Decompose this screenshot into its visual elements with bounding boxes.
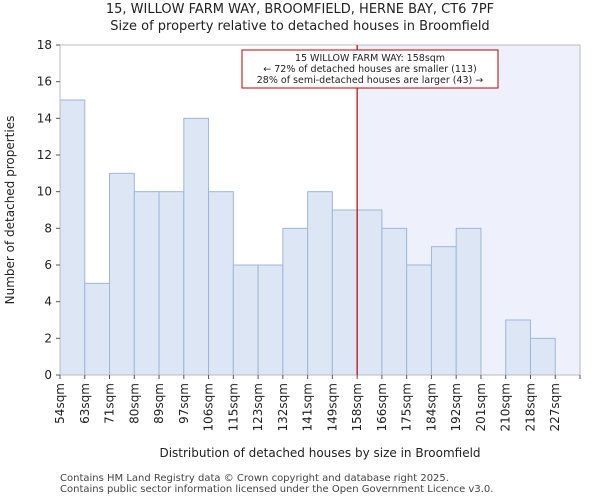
x-tick-label: 132sqm bbox=[276, 383, 290, 431]
bar-chart: 0 2 4 6 8 10 12 14 16 18 54sqm 63sqm 71sqm 80sqm 89sq… bbox=[3, 38, 581, 460]
chart-title-line1: 15, WILLOW FARM WAY, BROOMFIELD, HERNE B… bbox=[105, 2, 495, 17]
annotation-box: 15 WILLOW FARM WAY: 158sqm ← 72% of deta… bbox=[241, 49, 499, 89]
footer-line1: Contains HM Land Registry data © Crown c… bbox=[60, 473, 449, 484]
chart-title-line2: Size of property relative to detached ho… bbox=[110, 19, 490, 34]
y-tick-label: 10 bbox=[37, 185, 52, 199]
x-tick-label: 115sqm bbox=[226, 383, 240, 431]
footer-line2: Contains public sector information licen… bbox=[60, 484, 494, 495]
annotation-line2: ← 72% of detached houses are smaller (11… bbox=[263, 64, 476, 75]
bar-71sqm bbox=[109, 172, 135, 376]
bar-80sqm bbox=[133, 191, 160, 376]
annotation-line3: 28% of semi-detached houses are larger (… bbox=[257, 75, 484, 86]
bar-106sqm bbox=[208, 191, 234, 376]
x-tick-label: 54sqm bbox=[53, 383, 67, 424]
y-tick-label: 16 bbox=[37, 75, 52, 89]
x-tick-label: 218sqm bbox=[523, 383, 537, 431]
bar-158sqm bbox=[356, 209, 383, 376]
x-tick-label: 149sqm bbox=[325, 383, 339, 431]
bar-97sqm bbox=[183, 117, 210, 376]
x-tick-label: 227sqm bbox=[548, 383, 562, 431]
y-axis-label: Number of detached properties bbox=[3, 116, 17, 305]
x-tick-label: 201sqm bbox=[474, 383, 488, 431]
bar-210sqm bbox=[505, 319, 531, 376]
x-tick-label: 89sqm bbox=[152, 383, 166, 424]
x-tick-label: 166sqm bbox=[375, 383, 389, 431]
x-tick-label: 106sqm bbox=[202, 383, 216, 431]
bar-132sqm bbox=[282, 227, 309, 376]
bar-54sqm bbox=[59, 99, 86, 376]
x-tick-label: 184sqm bbox=[424, 383, 438, 431]
y-tick-label: 18 bbox=[37, 38, 52, 52]
x-tick-label: 141sqm bbox=[301, 383, 315, 431]
annotation-box-frame bbox=[241, 49, 499, 89]
bar-63sqm bbox=[84, 282, 111, 376]
x-tick-label: 63sqm bbox=[78, 383, 92, 424]
x-tick-label: 97sqm bbox=[177, 383, 191, 424]
y-tick-label: 2 bbox=[44, 331, 52, 345]
bar-149sqm bbox=[331, 209, 358, 376]
plot-frame bbox=[59, 44, 581, 376]
x-tick-label: 175sqm bbox=[400, 383, 414, 431]
x-tick-label: 192sqm bbox=[449, 383, 463, 431]
y-tick-label: 4 bbox=[44, 295, 52, 309]
x-tick-label: 210sqm bbox=[499, 383, 513, 431]
annotation-line1: 15 WILLOW FARM WAY: 158sqm bbox=[295, 53, 445, 64]
bar-141sqm bbox=[307, 191, 333, 376]
bar-115sqm bbox=[232, 264, 259, 376]
bar-123sqm bbox=[257, 264, 284, 376]
y-tick-label: 8 bbox=[44, 221, 52, 235]
bar-89sqm bbox=[158, 191, 185, 376]
bar-166sqm bbox=[381, 227, 408, 376]
x-tick-label: 71sqm bbox=[103, 383, 117, 424]
bar-192sqm bbox=[455, 227, 482, 376]
x-tick-label: 158sqm bbox=[350, 383, 364, 431]
bar-175sqm bbox=[406, 264, 432, 376]
bar-184sqm bbox=[430, 246, 457, 376]
x-tick-label: 123sqm bbox=[251, 383, 265, 431]
y-tick-label: 14 bbox=[37, 111, 52, 125]
y-tick-label: 0 bbox=[44, 368, 52, 382]
x-axis-label: Distribution of detached houses by size … bbox=[159, 446, 480, 460]
x-tick-label: 80sqm bbox=[127, 383, 141, 424]
y-tick-label: 12 bbox=[37, 148, 52, 162]
y-tick-label: 6 bbox=[44, 258, 52, 272]
bar-218sqm bbox=[529, 337, 556, 376]
